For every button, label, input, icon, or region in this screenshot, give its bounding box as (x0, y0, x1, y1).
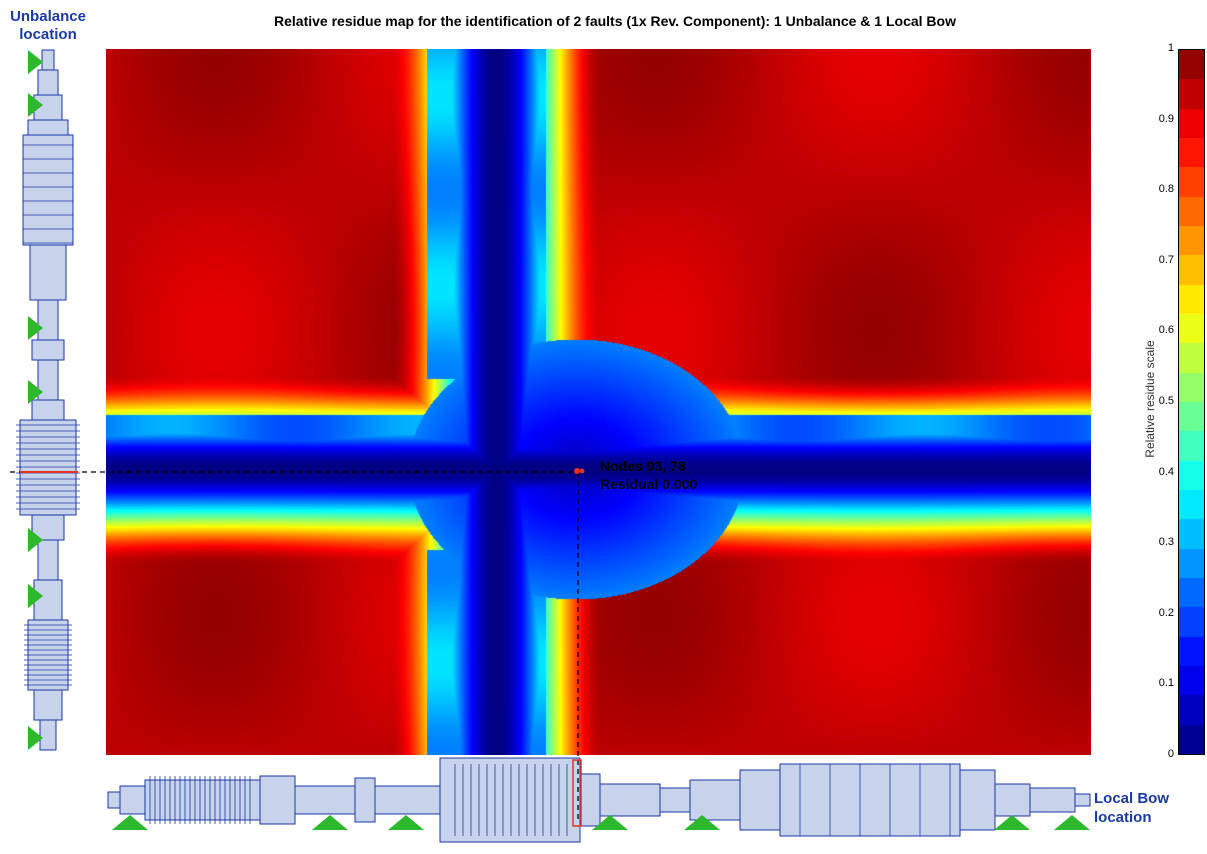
vertical-rotor-segment (37, 299, 59, 341)
support-marker (1054, 815, 1090, 830)
colorbar-tick-label: 0.2 (1158, 606, 1174, 619)
horizontal-rotor-segment (994, 783, 1031, 817)
colorbar-tick-label: 0.7 (1158, 253, 1174, 266)
support-marker (684, 815, 720, 830)
colorbar-cell (1179, 167, 1204, 197)
vertical-rotor-segment (31, 339, 65, 361)
colorbar-cell (1179, 79, 1204, 109)
vertical-rotor-segment (22, 134, 74, 246)
residue-heatmap (106, 49, 1091, 755)
support-marker (592, 815, 628, 830)
vertical-rotor-segment (37, 69, 59, 96)
horizontal-rotor-segment (659, 787, 691, 813)
colorbar-cell (1179, 401, 1204, 432)
colorbar-tick-label: 0.4 (1158, 465, 1174, 478)
chart-title: Relative residue map for the identificat… (274, 13, 956, 29)
support-marker (312, 815, 348, 830)
horizontal-rotor-segment (294, 785, 356, 815)
horizontal-rotor-segment (144, 779, 261, 821)
support-marker (112, 815, 148, 830)
colorbar-cell (1179, 489, 1204, 520)
colorbar-tick-label: 0.1 (1158, 677, 1174, 690)
vertical-rotor-segment (31, 399, 65, 421)
colorbar-tick-label: 0.9 (1158, 112, 1174, 125)
y-axis-label: Unbalance location (10, 8, 86, 43)
support-marker (28, 528, 43, 552)
annotation-residual: Residual 0.000 (600, 476, 698, 492)
horizontal-rotor-segment (959, 769, 996, 831)
horizontal-rotor-segment (1074, 793, 1091, 807)
vertical-rotor-segment (31, 514, 65, 541)
horizontal-rotor-segment (599, 783, 661, 817)
vertical-rotor-segment (27, 119, 69, 136)
colorbar-cell (1179, 137, 1204, 168)
annotation-nodes: Nodes 93, 78 (600, 458, 686, 474)
vertical-rotor-segment (37, 539, 59, 581)
horizontal-rotor-segment (439, 757, 581, 843)
horizontal-rotor-segment (107, 791, 121, 809)
vertical-rotor-segment (33, 94, 63, 121)
colorbar-cell (1179, 431, 1204, 461)
colorbar-cell (1179, 343, 1204, 373)
colorbar-cell (1179, 460, 1204, 490)
colorbar-cell (1179, 372, 1204, 402)
colorbar-label: Relative residue scale (1143, 340, 1157, 458)
horizontal-rotor-segment (689, 779, 741, 821)
support-marker (28, 380, 43, 404)
colorbar-cell (1179, 196, 1204, 226)
horizontal-rotor-segment (779, 763, 961, 837)
colorbar-cell (1179, 284, 1204, 314)
horizontal-rotor-segment (374, 785, 441, 815)
horizontal-rotor-segment (259, 775, 296, 825)
colorbar-cell (1179, 108, 1204, 138)
heatmap-canvas (106, 49, 1091, 755)
colorbar-tick-label: 0 (1167, 748, 1174, 760)
vertical-rotor-segment (37, 359, 59, 401)
vertical-rotor-segment (29, 244, 67, 301)
vertical-rotor-segment (41, 49, 55, 71)
support-marker (28, 50, 43, 74)
colorbar-tick-label: 0.3 (1158, 536, 1174, 549)
colorbar-tick-label: 0.6 (1158, 324, 1174, 337)
horizontal-rotor-segment (119, 785, 146, 815)
colorbar-cell (1179, 519, 1204, 549)
colorbar-cell (1179, 636, 1204, 666)
vertical-rotor-segment (27, 619, 69, 691)
vertical-rotor-segment (19, 419, 77, 516)
support-marker (28, 726, 43, 750)
horizontal-rotor-segment (739, 769, 781, 831)
support-marker (28, 316, 43, 340)
colorbar-cell (1179, 255, 1204, 285)
vertical-rotor-segment (33, 579, 63, 621)
colorbar-tick-label: 0.8 (1158, 183, 1174, 196)
x-axis-label: Local Bow location (1094, 790, 1170, 826)
colorbar-cell (1179, 577, 1204, 608)
colorbar-cell (1179, 607, 1204, 637)
horizontal-rotor-segment (579, 773, 601, 827)
colorbar-cell (1179, 50, 1204, 80)
support-marker (28, 93, 43, 117)
colorbar-cell (1179, 695, 1204, 725)
colorbar-cell (1179, 313, 1204, 344)
colorbar-tick-label: 0.5 (1158, 395, 1174, 407)
support-marker (28, 584, 43, 608)
vertical-rotor-segment (33, 689, 63, 721)
support-marker (388, 815, 424, 830)
local-bow-marker (572, 759, 582, 827)
colorbar (1178, 49, 1205, 755)
colorbar-cell (1179, 225, 1204, 256)
colorbar-cell (1179, 724, 1204, 754)
support-marker (994, 815, 1030, 830)
vertical-rotor-segment (39, 719, 57, 751)
horizontal-rotor-segment (354, 777, 376, 823)
colorbar-cell (1179, 665, 1204, 696)
horizontal-rotor-segment (1029, 787, 1076, 813)
colorbar-cell (1179, 548, 1204, 578)
colorbar-tick-label: 1 (1167, 42, 1174, 54)
